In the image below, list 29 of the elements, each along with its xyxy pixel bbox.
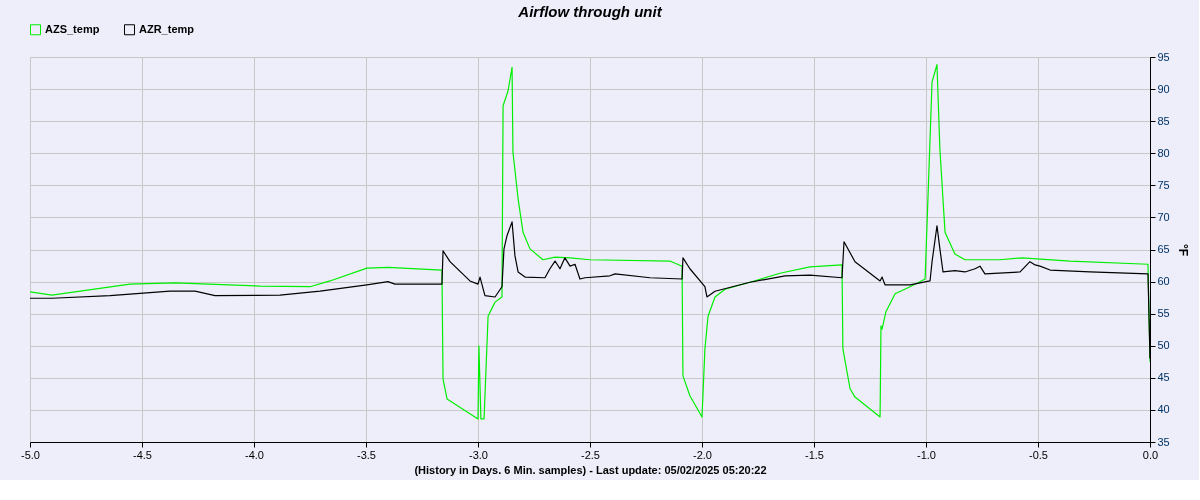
- y-tick-label: 40: [1157, 403, 1170, 416]
- y-tick-label: 50: [1157, 339, 1170, 352]
- x-tick-label: -3.0: [469, 448, 488, 461]
- y-tick-label: 85: [1157, 114, 1170, 127]
- legend-label: AZR_temp: [139, 22, 195, 35]
- x-tick-label: -1.5: [805, 448, 824, 461]
- y-tick-label: 90: [1157, 82, 1170, 95]
- y-axis-title: °F: [1175, 243, 1190, 257]
- x-tick-label: -2.0: [693, 448, 712, 461]
- legend-label: AZS_temp: [45, 22, 100, 35]
- y-tick-label: 45: [1157, 371, 1170, 384]
- x-tick-label: 0.0: [1142, 448, 1159, 461]
- x-tick-label: -3.5: [357, 448, 376, 461]
- x-axis-title: (History in Days. 6 Min. samples) - Last update: 05/02/2025 05:20:22: [414, 463, 767, 476]
- y-tick-label: 75: [1157, 178, 1170, 191]
- y-tick-label: 35: [1157, 435, 1170, 448]
- x-tick-label: -4.5: [133, 448, 152, 461]
- y-tick-label: 80: [1157, 146, 1170, 159]
- chart-title: Airflow through unit: [517, 3, 663, 20]
- y-tick-label: 60: [1157, 275, 1170, 288]
- y-tick-label: 95: [1157, 50, 1170, 63]
- x-tick-label: -5.0: [21, 448, 40, 461]
- x-tick-label: -2.5: [581, 448, 600, 461]
- x-tick-label: -4.0: [245, 448, 264, 461]
- y-tick-label: 65: [1157, 243, 1170, 255]
- x-tick-label: -1.0: [917, 448, 936, 461]
- y-tick-label: 70: [1157, 210, 1170, 223]
- y-tick-label: 55: [1157, 307, 1170, 320]
- x-tick-label: -0.5: [1029, 448, 1048, 461]
